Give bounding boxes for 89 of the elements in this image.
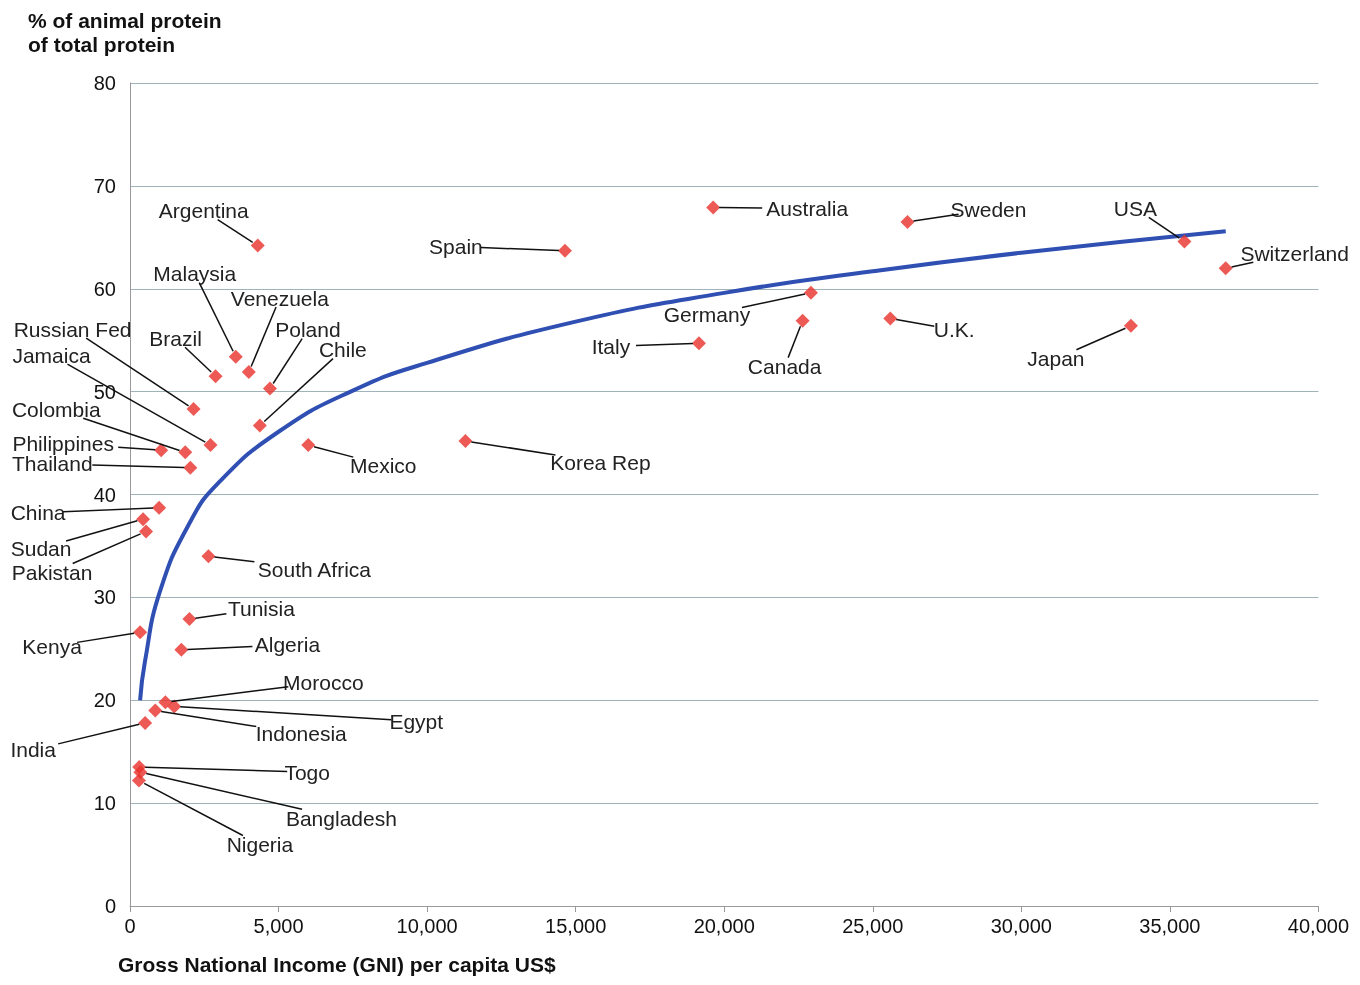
point	[174, 642, 189, 657]
annotation: Egypt	[389, 709, 444, 733]
y-tick-label: 20	[93, 689, 116, 712]
point	[139, 524, 154, 539]
annotation: Venezuela	[230, 286, 330, 310]
annotation: USA	[1113, 196, 1158, 220]
point	[1123, 318, 1138, 333]
annotation: Morocco	[283, 670, 364, 694]
x-tick-label: 5,000	[253, 915, 304, 937]
point	[152, 500, 167, 515]
annotation: Australia	[766, 196, 849, 220]
point	[458, 434, 473, 449]
point	[691, 336, 706, 351]
annotation: Russian Fed	[13, 317, 132, 341]
point	[252, 418, 267, 433]
point	[133, 625, 148, 640]
y-tick-label: 0	[104, 895, 116, 917]
point	[250, 238, 265, 253]
annotation: Mexico	[350, 453, 417, 477]
annotation: Germany	[663, 303, 751, 327]
annotation: Korea Rep	[550, 450, 651, 474]
x-tick-label: 35,000	[1139, 915, 1201, 937]
point	[136, 512, 151, 527]
point	[203, 438, 218, 453]
point	[154, 443, 169, 458]
x-tick-label: 20,000	[693, 915, 755, 937]
point	[158, 695, 173, 710]
x-tick-label: 0	[124, 915, 136, 937]
annotation: Argentina	[158, 199, 250, 223]
annotation: Togo	[284, 760, 330, 784]
point	[182, 611, 197, 626]
annotation: Bangladesh	[285, 806, 397, 830]
annotation: Malaysia	[153, 262, 237, 286]
annotation: Sweden	[950, 198, 1027, 222]
annotation: Nigeria	[226, 832, 294, 856]
y-tick-label: 40	[93, 483, 116, 506]
annotation: Jamaica	[12, 343, 91, 367]
annotation: Italy	[591, 334, 631, 358]
x-tick-label: 10,000	[396, 915, 458, 937]
point	[167, 699, 182, 714]
x-axis-title: Gross National Income (GNI) per capita US$	[118, 953, 556, 976]
y-tick-label: 10	[93, 792, 116, 815]
x-tick-label: 30,000	[990, 915, 1052, 937]
x-tick-label: 25,000	[842, 915, 904, 937]
point	[1218, 261, 1233, 276]
point	[900, 214, 915, 229]
annotation: Spain	[429, 235, 483, 259]
annotation: India	[10, 738, 57, 762]
point	[301, 438, 316, 453]
annotation: U.K.	[933, 318, 975, 342]
annotation: Switzerland	[1240, 241, 1349, 265]
annotation: Philippines	[12, 431, 114, 455]
annotation: China	[10, 501, 66, 525]
point	[183, 460, 198, 475]
x-tick-label: 40,000	[1287, 915, 1349, 937]
point	[262, 381, 277, 396]
annotation: Indonesia	[255, 722, 348, 746]
point	[131, 773, 146, 788]
annotation: Pakistan	[11, 561, 93, 585]
point	[208, 369, 223, 384]
point	[138, 715, 153, 730]
y-tick-label: 60	[93, 277, 116, 300]
annotation: Sudan	[10, 536, 72, 560]
y-axis-title: % of animal protein of total protein	[28, 8, 222, 56]
point	[201, 549, 216, 564]
x-tick-label: 15,000	[545, 915, 607, 937]
point	[706, 200, 721, 215]
point	[795, 313, 810, 328]
annotation: Tunisia	[227, 597, 296, 621]
annotation: Japan	[1027, 347, 1085, 371]
y-tick-label: 50	[93, 380, 116, 403]
annotation: Canada	[747, 355, 822, 379]
line-series	[138, 229, 1228, 703]
y-tick-label: 70	[93, 174, 116, 197]
annotation: Kenya	[22, 634, 83, 658]
point	[241, 365, 256, 380]
point	[228, 349, 243, 364]
point	[1177, 234, 1192, 249]
point	[803, 285, 818, 300]
point	[148, 703, 163, 718]
point	[186, 402, 201, 417]
point	[557, 243, 572, 258]
point	[883, 311, 898, 326]
y-tick-label: 80	[93, 72, 116, 94]
y-tick-label: 30	[93, 586, 116, 609]
annotation: Brazil	[149, 326, 202, 350]
annotation: South Africa	[257, 557, 372, 581]
point	[178, 445, 193, 460]
annotation: Algeria	[254, 633, 321, 657]
